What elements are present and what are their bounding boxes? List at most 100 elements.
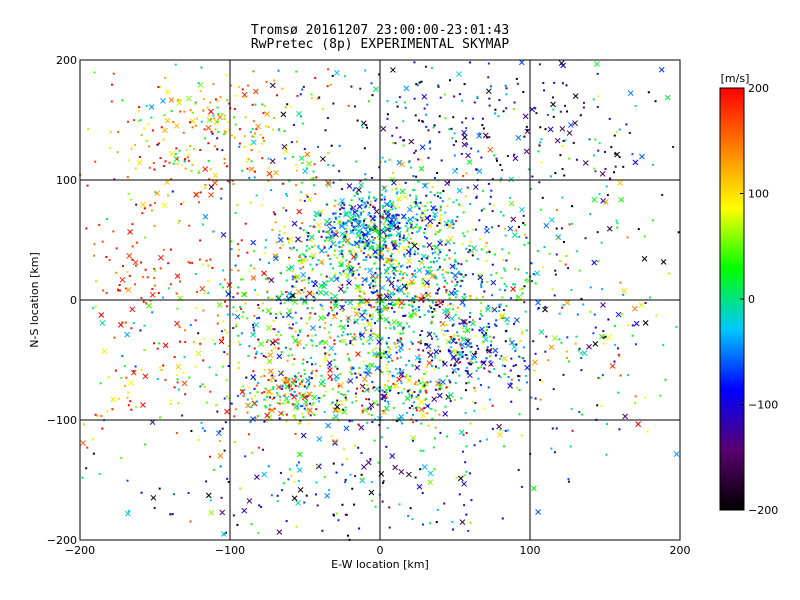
scatter-point [482, 296, 485, 299]
scatter-point [522, 113, 529, 120]
scatter-point [355, 187, 362, 193]
scatter-point [294, 163, 297, 166]
scatter-point [413, 61, 416, 64]
scatter-point [253, 176, 256, 179]
scatter-point [308, 376, 311, 379]
scatter-point [310, 239, 313, 242]
scatter-point [148, 166, 151, 169]
scatter-point [285, 413, 288, 416]
scatter-point [300, 240, 303, 243]
scatter-point [94, 280, 97, 283]
scatter-point [413, 301, 416, 304]
scatter-point [291, 316, 294, 319]
scatter-point [440, 214, 443, 217]
scatter-point [311, 340, 314, 343]
scatter-point [242, 311, 245, 314]
scatter-point [454, 278, 457, 281]
scatter-point [311, 394, 318, 401]
scatter-point [81, 476, 84, 479]
scatter-point [553, 451, 556, 454]
scatter-point [392, 272, 395, 275]
scatter-point [430, 320, 433, 323]
scatter-point [296, 94, 299, 97]
scatter-point [294, 384, 297, 387]
scatter-point [532, 340, 535, 343]
scatter-point [255, 350, 258, 353]
scatter-point [533, 369, 536, 372]
scatter-point [325, 239, 328, 242]
scatter-point [184, 158, 187, 161]
scatter-point [521, 292, 524, 295]
scatter-point [164, 76, 167, 79]
scatter-point [267, 261, 270, 264]
scatter-point [439, 196, 442, 199]
scatter-point [225, 531, 228, 534]
scatter-point [353, 503, 356, 506]
scatter-point [422, 349, 425, 352]
scatter-point [396, 222, 399, 225]
scatter-point [448, 297, 451, 300]
scatter-point [419, 144, 426, 151]
scatter-point [496, 159, 499, 162]
scatter-point [385, 276, 392, 282]
scatter-point [308, 316, 311, 319]
scatter-point [288, 468, 291, 471]
scatter-point [412, 407, 415, 410]
scatter-point [246, 84, 249, 87]
scatter-point [351, 343, 354, 346]
scatter-point [201, 427, 204, 430]
scatter-point [416, 84, 419, 87]
scatter-point [191, 163, 194, 166]
scatter-point [364, 259, 367, 262]
scatter-point [444, 117, 447, 120]
scatter-point [383, 218, 386, 221]
scatter-point [255, 194, 258, 197]
scatter-point [326, 203, 329, 206]
scatter-point [436, 392, 443, 399]
scatter-point [510, 357, 513, 360]
scatter-point [622, 293, 625, 296]
scatter-point [177, 222, 180, 225]
scatter-point [295, 249, 298, 252]
scatter-point [330, 378, 333, 381]
scatter-point [190, 430, 193, 433]
scatter-point [596, 231, 599, 234]
scatter-point [310, 93, 313, 96]
scatter-point [371, 421, 374, 424]
scatter-point [301, 122, 304, 125]
scatter-point [555, 253, 558, 256]
scatter-point [299, 199, 302, 202]
scatter-point [502, 317, 505, 320]
scatter-point [368, 228, 371, 231]
scatter-point [429, 273, 436, 280]
scatter-point [456, 290, 459, 293]
scatter-point [341, 463, 344, 466]
scatter-point [551, 427, 554, 430]
scatter-point [132, 322, 135, 325]
scatter-point [430, 337, 433, 340]
scatter-point [101, 348, 108, 355]
scatter-point [524, 374, 527, 377]
scatter-point [479, 238, 482, 241]
scatter-point [426, 201, 429, 204]
scatter-point [376, 339, 383, 345]
scatter-point [437, 345, 440, 348]
scatter-point [519, 356, 522, 359]
scatter-point [312, 295, 315, 298]
scatter-point [407, 219, 410, 222]
scatter-point [324, 390, 327, 393]
scatter-point [341, 309, 344, 312]
scatter-point [452, 201, 455, 204]
scatter-point [307, 232, 310, 235]
scatter-point [178, 326, 181, 329]
scatter-point [188, 121, 191, 124]
scatter-point [102, 289, 105, 292]
scatter-point [324, 280, 327, 283]
scatter-point [209, 101, 212, 104]
scatter-point [360, 213, 363, 216]
scatter-point [301, 162, 304, 165]
scatter-point [115, 271, 118, 274]
scatter-point [561, 306, 564, 309]
scatter-point [475, 297, 478, 300]
scatter-point [370, 318, 373, 321]
